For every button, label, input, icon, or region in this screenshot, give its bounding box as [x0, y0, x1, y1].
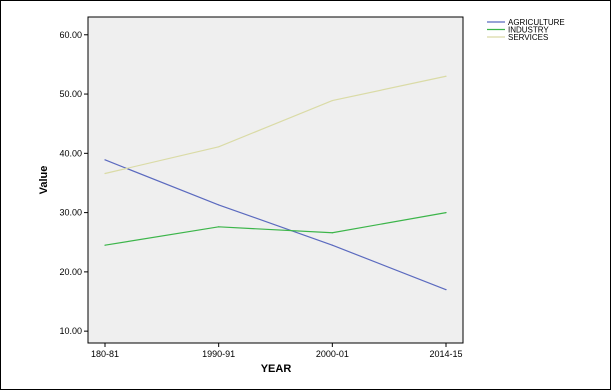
x-tick-label: 2000-01 — [316, 349, 349, 359]
data-point-agriculture — [331, 244, 333, 246]
y-tick-label: 30.00 — [59, 208, 82, 218]
plot-area — [87, 16, 464, 344]
series-line-agriculture — [104, 159, 447, 291]
data-point-agriculture — [445, 289, 447, 291]
data-point-agriculture — [218, 204, 220, 206]
legend-label-industry: INDUSTRY — [508, 26, 549, 35]
x-axis-title: YEAR — [261, 363, 292, 375]
y-axis-title: Value — [38, 166, 50, 195]
data-point-services — [104, 172, 106, 175]
y-tick-label: 10.00 — [59, 326, 82, 336]
data-point-industry — [104, 244, 106, 246]
data-point-services — [445, 75, 447, 77]
y-tick-label: 60.00 — [59, 30, 82, 40]
data-point-industry — [445, 212, 447, 214]
data-point-agriculture — [104, 159, 106, 161]
y-tick-label: 20.00 — [59, 267, 82, 277]
x-tick-label: 1990-91 — [202, 349, 235, 359]
legend-label-agriculture: AGRICULTURE — [508, 18, 565, 27]
series-lines — [104, 75, 447, 291]
data-point-industry — [331, 232, 333, 234]
legend-label-services: SERVICES — [508, 33, 548, 42]
series-line-industry — [104, 212, 447, 246]
x-tick-label: 180-81 — [91, 349, 119, 359]
y-axis: 10.00 20.00 30.00 40.00 50.00 60.00 — [59, 30, 88, 336]
x-tick-label: 2014-15 — [429, 349, 462, 359]
data-point-industry — [218, 226, 220, 228]
data-point-services — [218, 146, 220, 148]
y-tick-label: 50.00 — [59, 89, 82, 99]
x-axis: 180-81 1990-91 2000-01 2014-15 — [91, 343, 463, 359]
series-line-services — [104, 75, 447, 175]
y-tick-label: 40.00 — [59, 148, 82, 158]
data-point-services — [331, 99, 333, 102]
